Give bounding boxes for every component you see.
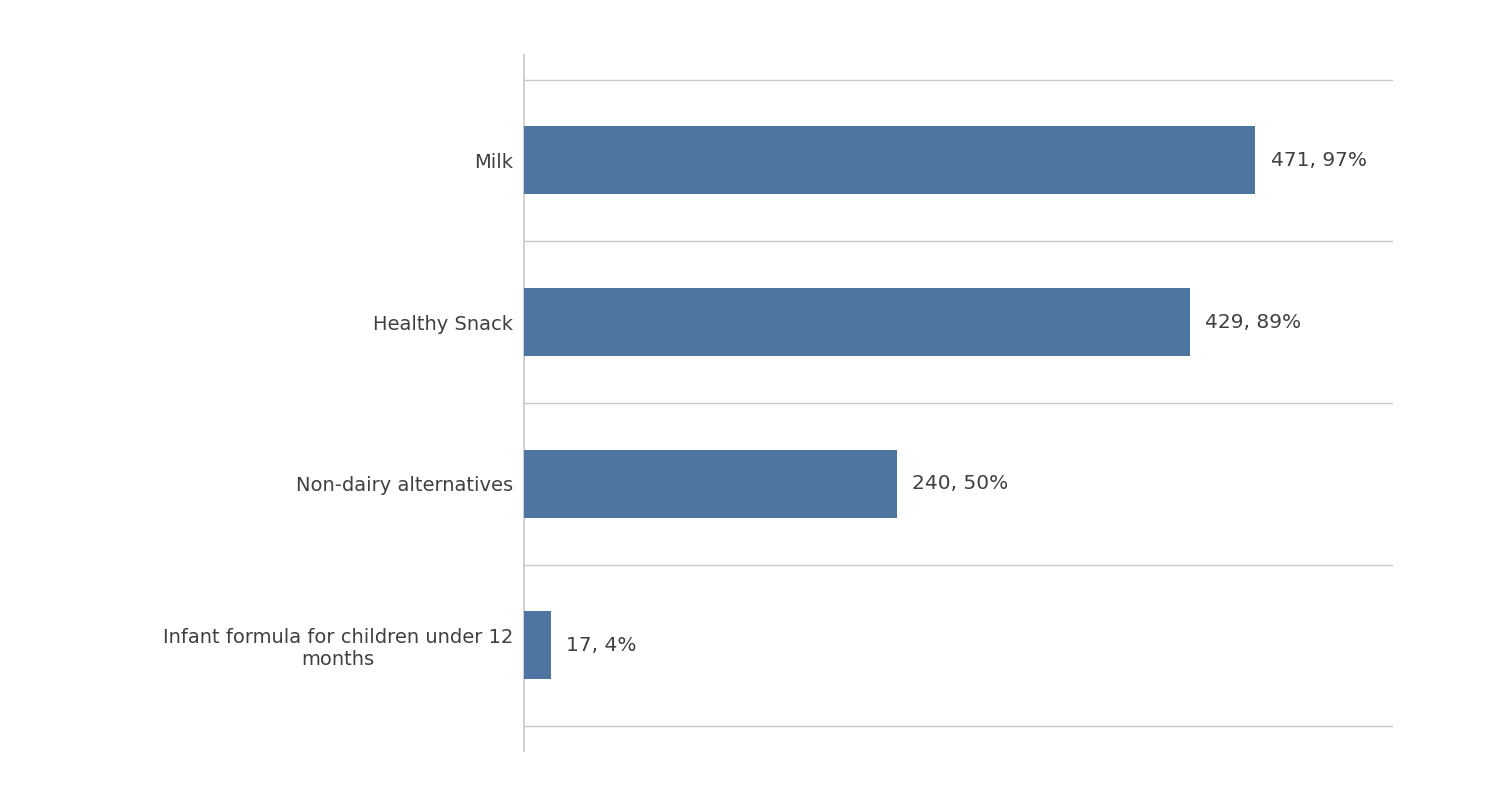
Text: 17, 4%: 17, 4% xyxy=(566,636,637,655)
Bar xyxy=(524,126,1255,194)
Text: 429, 89%: 429, 89% xyxy=(1206,313,1302,332)
Text: 471, 97%: 471, 97% xyxy=(1270,151,1366,170)
Bar xyxy=(524,450,897,517)
Bar xyxy=(524,611,551,679)
Bar xyxy=(524,288,1189,356)
Text: 240, 50%: 240, 50% xyxy=(912,474,1008,493)
